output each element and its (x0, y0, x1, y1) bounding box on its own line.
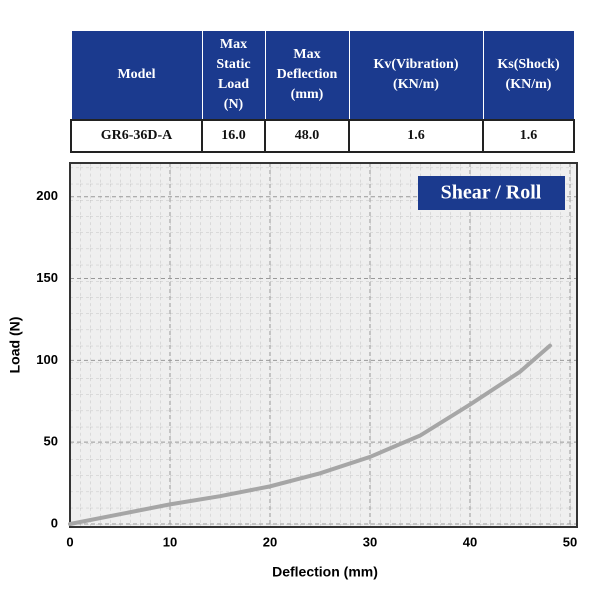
cell: 16.0 (201, 119, 266, 153)
header-row: Model Max Static Load (N) Max Deflection… (70, 30, 575, 121)
y-tick-label: 50 (44, 434, 58, 449)
x-axis-label: Deflection (mm) (272, 564, 378, 580)
x-tick-label: 50 (563, 534, 577, 549)
y-tick-label: 0 (51, 515, 58, 530)
header-cell: Max Deflection (mm) (264, 30, 350, 121)
cell: GR6-36D-A (70, 119, 203, 153)
data-row: GR6-36D-A 16.0 48.0 1.6 1.6 (70, 119, 575, 153)
y-tick-label: 100 (36, 352, 58, 367)
header-cell: Ks(Shock) (KN/m) (482, 30, 575, 121)
x-tick-label: 0 (66, 534, 73, 549)
x-tick-label: 40 (463, 534, 477, 549)
x-tick-label: 30 (363, 534, 377, 549)
annotation: Shear / Roll (441, 182, 542, 204)
x-tick-label: 20 (263, 534, 277, 549)
cell: 48.0 (264, 119, 350, 153)
line (68, 343, 552, 526)
y-tick-label: 200 (36, 188, 58, 203)
annotation-box (418, 176, 565, 210)
cell: 1.6 (482, 119, 575, 153)
plot-frame (69, 162, 578, 528)
header-cell: Model (70, 30, 203, 121)
y-tick-label: 150 (36, 270, 58, 285)
minor-grid (70, 163, 577, 527)
y-axis-label: Load (N) (7, 317, 23, 374)
cell: 1.6 (348, 119, 484, 153)
x-tick-label: 10 (163, 534, 177, 549)
spec-table: Model Max Static Load (N) Max Deflection… (70, 30, 575, 153)
